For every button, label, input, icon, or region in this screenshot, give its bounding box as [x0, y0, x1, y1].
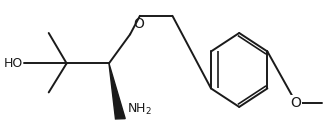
Polygon shape — [109, 63, 125, 119]
Text: O: O — [291, 96, 301, 110]
Text: NH$_2$: NH$_2$ — [127, 102, 152, 117]
Text: HO: HO — [3, 57, 23, 70]
Text: O: O — [133, 17, 144, 31]
